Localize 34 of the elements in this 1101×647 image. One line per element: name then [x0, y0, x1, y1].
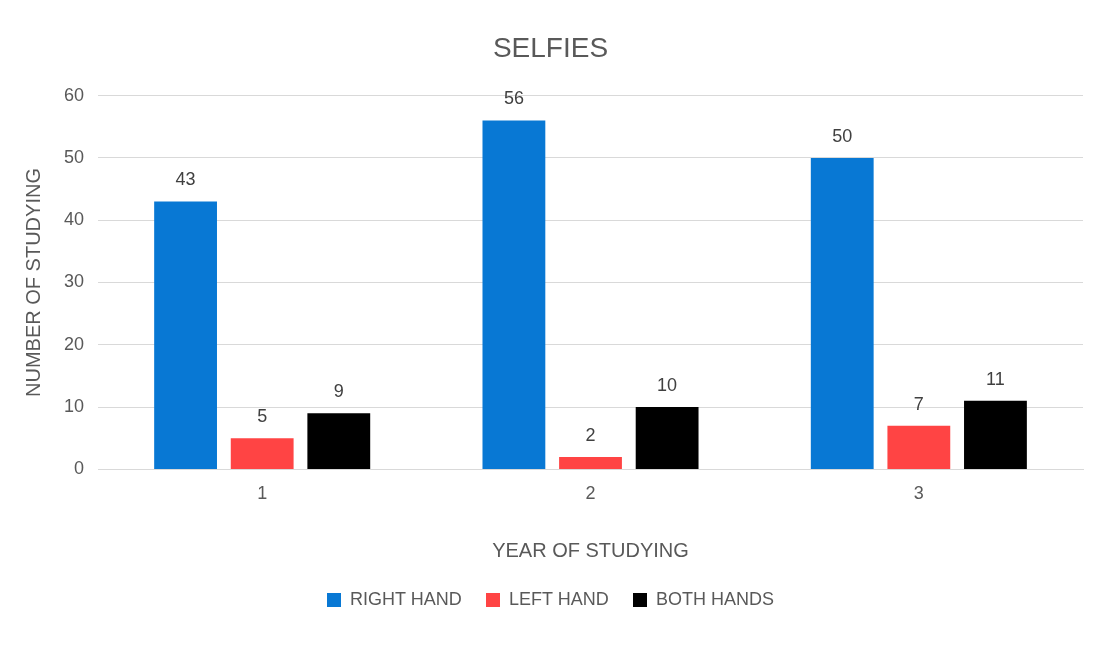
bar: [964, 400, 1027, 469]
x-axis-title: YEAR OF STUDYING: [492, 538, 689, 561]
data-label: 9: [333, 381, 344, 402]
legend-label: RIGHT HAND: [349, 588, 462, 609]
y-tick-label: 10: [63, 396, 85, 417]
chart-title: SELFIES: [492, 31, 609, 63]
y-tick-label: 0: [74, 458, 85, 479]
y-tick-label: 20: [63, 333, 85, 354]
data-label: 50: [832, 125, 853, 146]
x-tick-label: 1: [257, 483, 268, 504]
legend-label: BOTH HANDS: [656, 588, 775, 609]
data-label: 10: [657, 375, 678, 396]
x-tick-label: 3: [913, 483, 924, 504]
y-tick-label: 50: [63, 146, 85, 167]
bar: [482, 120, 546, 469]
y-tick-label: 40: [63, 209, 85, 230]
legend-label: LEFT HAND: [508, 588, 609, 609]
x-tick-label: 2: [585, 483, 596, 504]
data-label: 56: [503, 88, 524, 109]
y-tick-label: 60: [63, 84, 85, 105]
y-axis-title: NUMBER OF STUDYING: [21, 168, 44, 397]
bar: [559, 456, 622, 469]
bar: [635, 407, 699, 469]
bar: [307, 413, 371, 469]
bar: [810, 157, 874, 469]
bar: [887, 425, 951, 469]
data-label: 5: [257, 406, 268, 427]
bar: [230, 438, 294, 469]
data-label: 43: [175, 169, 196, 190]
y-tick-label: 30: [63, 271, 85, 292]
data-label: 11: [986, 368, 1005, 389]
data-label: 2: [585, 424, 596, 445]
bar: [154, 201, 217, 469]
data-label: 7: [913, 393, 924, 414]
